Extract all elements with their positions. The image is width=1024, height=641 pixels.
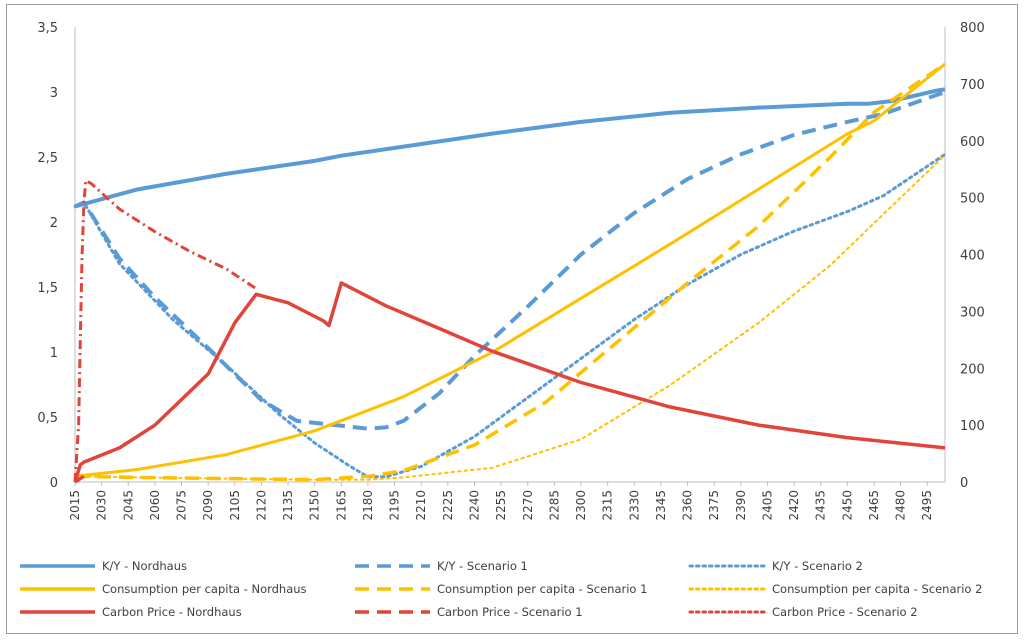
legend-item: Carbon Price - Scenario 1 [355, 605, 583, 619]
y-left-tick-label: 0 [50, 476, 58, 491]
y-left-tick-label: 1 [50, 346, 58, 361]
series-line-4 [74, 62, 946, 478]
x-tick-label: 2180 [361, 490, 375, 521]
x-tick-label: 2045 [121, 490, 135, 521]
series-line-1 [74, 87, 946, 209]
x-tick-label: 2030 [95, 490, 109, 521]
x-tick-label: 2270 [521, 490, 535, 521]
legend-item: Consumption per capita - Scenario 2 [688, 582, 982, 596]
x-tick-label: 2285 [547, 490, 561, 521]
axes [74, 27, 946, 486]
y-left-tick-label: 1,5 [37, 281, 58, 296]
series-line-3 [73, 152, 947, 479]
x-tick-label: 2090 [201, 490, 215, 521]
x-tick-label: 2165 [334, 490, 348, 521]
x-tick-label: 2195 [388, 490, 402, 521]
legend-label: Carbon Price - Scenario 1 [437, 605, 583, 619]
legend-item: Consumption per capita - Scenario 1 [355, 582, 647, 596]
y-left-tick-label: 2,5 [37, 151, 58, 166]
x-tick-label: 2495 [920, 490, 934, 521]
tick-labels: 0 0,5 1 1,5 2 2,5 3 3,5 0 100 200 300 400 500 600 700 80… [37, 21, 985, 521]
x-tick-label: 2480 [894, 490, 908, 521]
x-tick-label: 2120 [254, 490, 268, 521]
x-tick-label: 2450 [840, 490, 854, 521]
x-tick-label: 2210 [414, 490, 428, 521]
series-line-6 [74, 154, 946, 481]
x-tick-label: 2255 [494, 490, 508, 521]
legend-item: Carbon Price - Nordhaus [20, 605, 242, 619]
y-right-tick-label: 0 [960, 476, 968, 491]
y-right-tick-label: 600 [960, 135, 985, 150]
x-tick-label: 2345 [654, 490, 668, 521]
legend-item: Carbon Price - Scenario 2 [688, 605, 918, 619]
series-line-7 [73, 281, 946, 483]
series-layer [73, 62, 947, 484]
legend-label: Carbon Price - Scenario 2 [772, 605, 918, 619]
legend-item: Consumption per capita - Nordhaus [20, 582, 307, 596]
x-tick-label: 2330 [627, 490, 641, 521]
x-tick-label: 2435 [814, 490, 828, 521]
legend-label: K/Y - Scenario 2 [772, 559, 863, 573]
y-right-tick-label: 500 [960, 192, 985, 207]
legend-label: Consumption per capita - Scenario 2 [772, 582, 982, 596]
legend-label: K/Y - Scenario 1 [437, 559, 528, 573]
y-right-tick-label: 300 [960, 305, 985, 320]
y-right-tick-label: 700 [960, 78, 985, 93]
legend-item: K/Y - Scenario 2 [688, 559, 863, 573]
series-line-2 [74, 90, 946, 431]
legend-label: Carbon Price - Nordhaus [102, 605, 242, 619]
legend: K/Y - Nordhaus K/Y - Scenario 1 K/Y - Scen… [20, 559, 982, 619]
x-tick-label: 2135 [281, 490, 295, 521]
x-tick-label: 2405 [760, 490, 774, 521]
x-tick-label: 2315 [601, 490, 615, 521]
series-line-5 [74, 62, 946, 482]
y-left-tick-label: 3,5 [37, 21, 58, 36]
y-right-tick-label: 200 [960, 362, 985, 377]
legend-item: K/Y - Nordhaus [20, 559, 187, 573]
x-tick-label: 2420 [787, 490, 801, 521]
y-right-tick-label: 400 [960, 249, 985, 264]
legend-label: Consumption per capita - Scenario 1 [437, 582, 647, 596]
series-line-9 [73, 179, 257, 483]
x-tick-label: 2360 [681, 490, 695, 521]
x-tick-label: 2075 [175, 490, 189, 521]
x-tick-label: 2375 [707, 490, 721, 521]
y-right-tick-label: 100 [960, 419, 985, 434]
x-tick-label: 2015 [68, 490, 82, 521]
legend-item: K/Y - Scenario 1 [355, 559, 528, 573]
y-left-tick-label: 0,5 [37, 411, 58, 426]
y-right-tick-label: 800 [960, 21, 985, 36]
y-left-tick-label: 2 [50, 216, 58, 231]
x-tick-label: 2225 [441, 490, 455, 521]
x-tick-label: 2465 [867, 490, 881, 521]
legend-label: Consumption per capita - Nordhaus [102, 582, 307, 596]
y-left-tick-label: 3 [50, 86, 58, 101]
x-tick-label: 2060 [148, 490, 162, 521]
x-tick-label: 2390 [734, 490, 748, 521]
x-tick-label: 2240 [467, 490, 481, 521]
x-tick-label: 2150 [308, 490, 322, 521]
x-tick-label: 2300 [574, 490, 588, 521]
x-tick-label: 2105 [228, 490, 242, 521]
legend-label: K/Y - Nordhaus [102, 559, 187, 573]
